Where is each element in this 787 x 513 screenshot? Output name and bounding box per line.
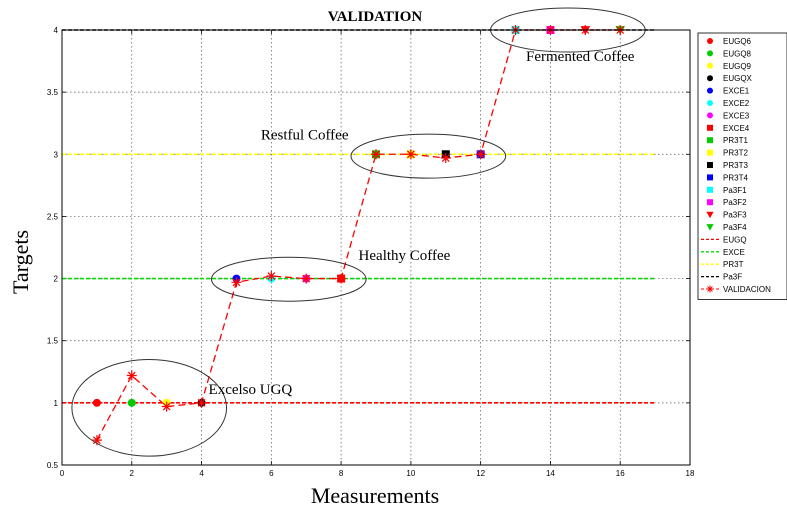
validation-point xyxy=(231,277,242,288)
y-tick-label: 0.5 xyxy=(47,461,59,470)
legend-marker xyxy=(706,285,714,293)
x-axis-label: Measurements xyxy=(311,483,439,508)
legend-marker xyxy=(707,112,713,119)
legend-marker xyxy=(707,137,713,144)
validation-line xyxy=(96,29,621,441)
legend-label: VALIDACION xyxy=(723,285,771,294)
legend-marker xyxy=(707,50,713,57)
y-tick-label: 1 xyxy=(54,399,59,408)
group-ellipse xyxy=(350,133,507,179)
y-tick-label: 1.5 xyxy=(47,337,59,346)
validation-point xyxy=(91,435,102,446)
legend-marker xyxy=(707,124,713,131)
plot-border xyxy=(61,29,691,466)
y-tick-label: 2 xyxy=(54,275,59,284)
legend-label: Pa3F3 xyxy=(723,211,747,220)
legend-marker xyxy=(707,162,713,168)
legend-marker xyxy=(707,174,713,181)
y-tick-label: 3.5 xyxy=(47,88,59,97)
validation-point xyxy=(336,273,347,284)
point-eugq8 xyxy=(127,398,136,407)
annotation: Excelso UGQ xyxy=(209,382,293,398)
legend-label: PR3T xyxy=(723,260,744,269)
plot-background xyxy=(62,30,690,465)
legend-label: EUGQ8 xyxy=(723,49,752,58)
group-ellipse xyxy=(210,256,367,302)
legend-marker xyxy=(707,100,713,106)
legend: EUGQ6 EUGQ8 EUGQ9 EUGQX EXCE1 EXCE2 EXCE3 EXCE4… xyxy=(697,32,787,300)
point-eugq6 xyxy=(92,398,101,407)
legend-label: PR3T2 xyxy=(723,149,748,158)
x-tick-label: 10 xyxy=(406,469,415,478)
group-ellipse xyxy=(71,359,228,457)
legend-marker xyxy=(707,87,713,94)
validation-point xyxy=(301,273,312,284)
legend-label: EXCE3 xyxy=(723,111,750,120)
validation-point xyxy=(161,401,172,412)
legend-label: PR3T4 xyxy=(723,173,748,182)
plot-area: 0 2 4 6 8 10 12 14 16 18 0.5 1 1.5 2 2.5 3 3.5 4 Excelso U… xyxy=(47,7,695,478)
legend-label: EUGQX xyxy=(723,74,753,83)
legend-marker xyxy=(707,186,713,193)
validation-point xyxy=(196,397,207,408)
legend-label: EUGQ9 xyxy=(723,62,752,71)
x-tick-label: 12 xyxy=(476,469,485,478)
legend-label: PR3T3 xyxy=(723,161,748,170)
chart-title: VALIDATION xyxy=(328,9,423,25)
legend-label: EUGQ xyxy=(723,235,747,244)
legend-marker xyxy=(707,199,713,206)
x-tick-label: 4 xyxy=(199,469,204,478)
validation-point xyxy=(266,271,277,282)
legend-label: EXCE2 xyxy=(723,99,750,108)
legend-marker xyxy=(706,224,714,231)
legend-marker xyxy=(707,75,713,82)
validation-point xyxy=(475,149,486,160)
validation-point xyxy=(405,149,416,160)
x-tick-label: 2 xyxy=(130,469,135,478)
legend-label: Pa3F4 xyxy=(723,223,747,232)
y-tick-label: 3 xyxy=(54,150,59,159)
legend-marker xyxy=(706,211,714,219)
legend-label: Pa3F2 xyxy=(723,198,747,207)
y-tick-label: 2.5 xyxy=(47,212,59,221)
validation-point xyxy=(371,149,381,160)
x-tick-label: 18 xyxy=(686,469,695,478)
x-tick-label: 0 xyxy=(60,469,65,478)
legend-marker xyxy=(707,38,713,44)
annotation: Healthy Coffee xyxy=(359,248,451,264)
legend-label: PR3T1 xyxy=(723,136,748,145)
legend-label: Pa3F1 xyxy=(723,186,747,195)
x-tick-label: 8 xyxy=(339,469,344,478)
legend-label: Pa3F xyxy=(723,273,742,282)
validation-point xyxy=(126,370,137,381)
y-axis-label: Targets xyxy=(8,230,33,294)
legend-label: EUGQ6 xyxy=(723,37,752,46)
annotation: Restful Coffee xyxy=(261,127,349,143)
legend-marker xyxy=(707,62,713,69)
y-tick-label: 4 xyxy=(54,26,59,35)
legend-marker xyxy=(707,149,713,156)
x-tick-label: 14 xyxy=(546,469,555,478)
legend-label: EXCE4 xyxy=(723,124,750,133)
legend-label: EXCE1 xyxy=(723,87,750,96)
validation-point xyxy=(440,153,451,164)
legend-label: EXCE xyxy=(723,248,745,257)
x-tick-label: 6 xyxy=(269,469,274,478)
x-tick-label: 16 xyxy=(616,469,625,478)
annotation: Fermented Coffee xyxy=(526,49,635,65)
